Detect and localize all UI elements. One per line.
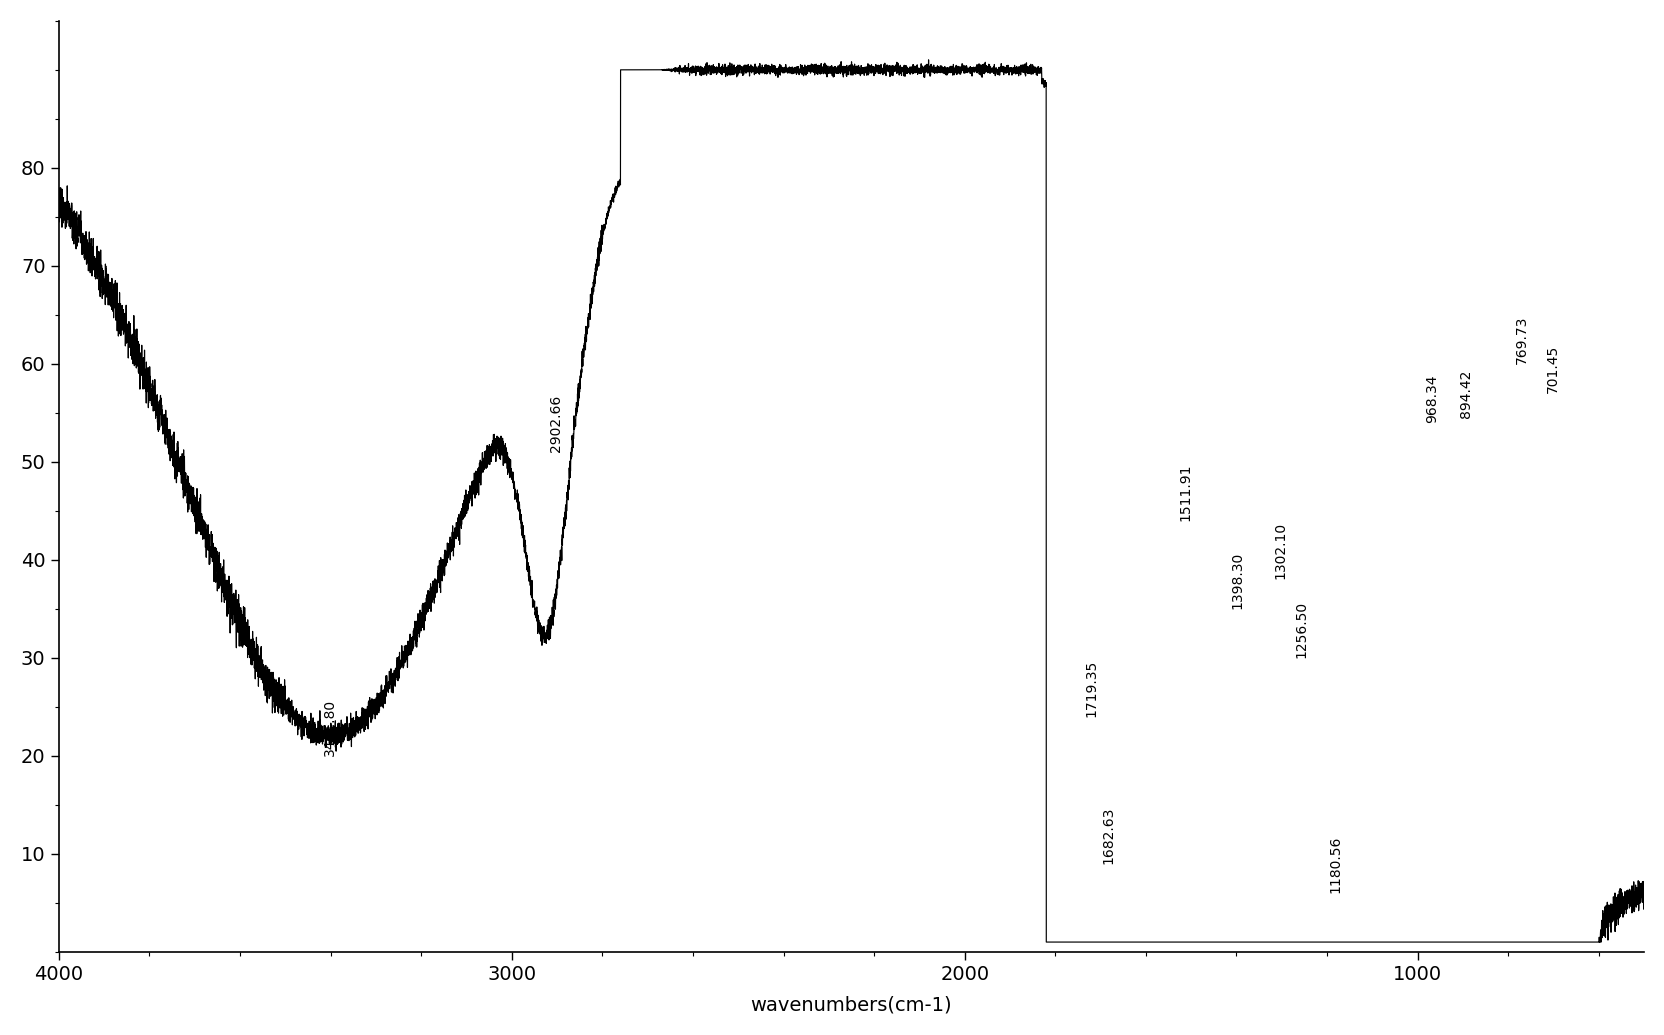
- Text: 894.42: 894.42: [1458, 369, 1471, 418]
- Text: 1398.30: 1398.30: [1230, 552, 1243, 609]
- Text: 1256.50: 1256.50: [1293, 600, 1308, 658]
- Text: 1511.91: 1511.91: [1178, 463, 1191, 521]
- Text: 701.45: 701.45: [1544, 345, 1559, 393]
- X-axis label: wavenumbers(cm-1): wavenumbers(cm-1): [750, 996, 952, 1014]
- Text: 769.73: 769.73: [1514, 316, 1528, 364]
- Text: 968.34: 968.34: [1424, 374, 1438, 422]
- Text: 2902.66: 2902.66: [549, 394, 562, 452]
- Text: 3401.80: 3401.80: [323, 699, 336, 756]
- Text: 1719.35: 1719.35: [1085, 659, 1098, 716]
- Text: 1682.63: 1682.63: [1102, 806, 1115, 863]
- Text: 1302.10: 1302.10: [1273, 523, 1286, 580]
- Text: 1180.56: 1180.56: [1328, 835, 1343, 893]
